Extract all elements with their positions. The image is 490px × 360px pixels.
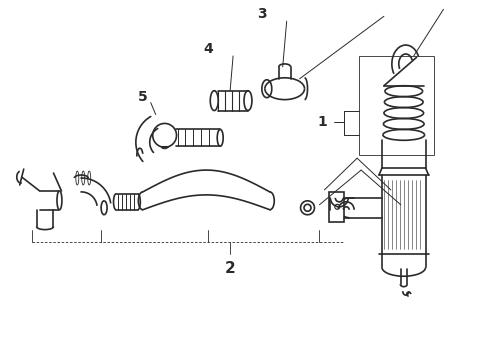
Polygon shape — [329, 192, 344, 222]
Text: 5: 5 — [138, 90, 147, 104]
Text: 2: 2 — [225, 261, 236, 276]
Text: 3: 3 — [257, 7, 267, 21]
Bar — [359, 56, 434, 155]
Text: 1: 1 — [318, 116, 327, 130]
Text: 4: 4 — [203, 42, 213, 56]
